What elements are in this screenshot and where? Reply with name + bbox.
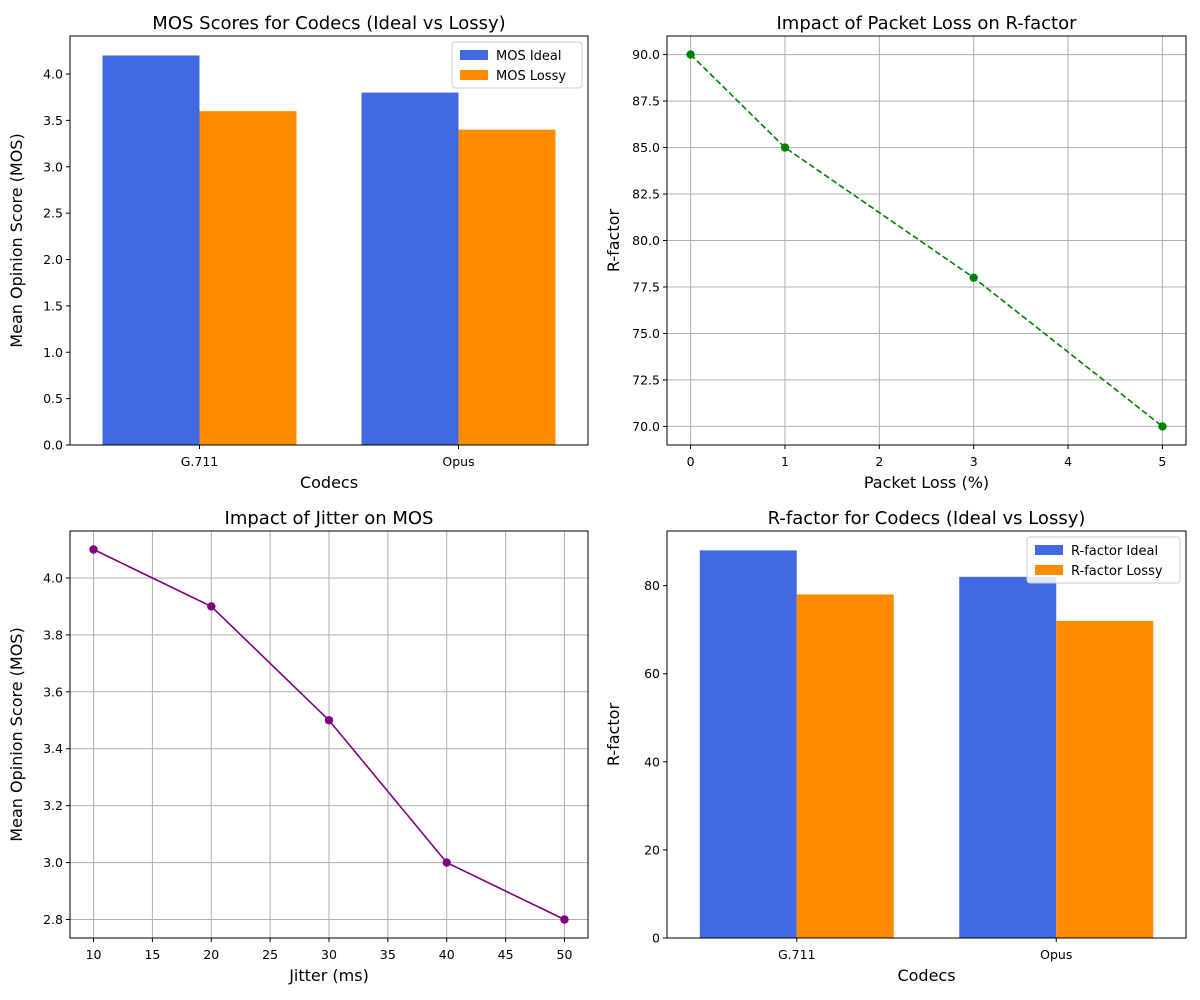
chart-title: Impact of Jitter on MOS (225, 508, 434, 529)
legend-entry: MOS Ideal (496, 49, 562, 64)
chart-panel-jitter: Impact of Jitter on MOS Jitter (ms) Mean O… (7, 508, 589, 985)
data-point (1158, 422, 1167, 431)
legend-frame (1026, 536, 1181, 584)
y-tick-label: 2.5 (43, 206, 63, 221)
x-tick-label: 35 (380, 947, 396, 962)
y-tick-label: 20 (644, 842, 660, 857)
y-tick-label: 0.0 (43, 438, 63, 453)
x-tick-label: 10 (86, 947, 102, 962)
y-tick-label: 3.4 (43, 741, 63, 756)
legend-swatch (460, 70, 488, 80)
x-axis-label: Codecs (897, 966, 955, 985)
data-point (442, 858, 451, 867)
x-axis-label: Jitter (ms) (288, 966, 369, 985)
series-line (690, 54, 1163, 428)
bar-r-factor-ideal-g-711 (699, 550, 797, 938)
y-tick-label: 90.0 (632, 47, 660, 62)
y-tick-label: 0 (652, 931, 660, 946)
y-axis-label: R-factor (604, 209, 623, 273)
x-axis-label: Codecs (300, 473, 358, 492)
legend-entry: MOS Lossy (496, 69, 566, 84)
y-tick-label: 85.0 (632, 140, 660, 155)
y-axis-label: Mean Opinion Score (MOS) (7, 133, 26, 347)
y-tick-label: 3.0 (43, 855, 63, 870)
bar-mos-ideal-opus (361, 92, 459, 445)
x-tick-label: 1 (781, 454, 789, 469)
x-tick-label: 30 (321, 947, 337, 962)
data-point (969, 273, 978, 282)
bar-r-factor-lossy-opus (1056, 620, 1154, 938)
legend-entry: R-factor Ideal (1071, 544, 1158, 559)
legend-swatch (1035, 545, 1063, 555)
y-tick-label: 87.5 (632, 94, 660, 109)
x-tick-label: Opus (442, 454, 474, 469)
x-tick-label: G.711 (778, 947, 816, 962)
y-tick-label: 70.0 (632, 419, 660, 434)
y-axis-label: R-factor (604, 703, 623, 767)
chart-title: Impact of Packet Loss on R-factor (776, 13, 1077, 34)
x-tick-label: 15 (144, 947, 160, 962)
x-tick-label: 25 (262, 947, 278, 962)
bar-mos-ideal-g-711 (102, 55, 200, 445)
data-point (89, 545, 98, 554)
bar-r-factor-ideal-opus (959, 576, 1057, 938)
legend-swatch (1035, 565, 1063, 575)
chart-panel-rfactor-codecs: R-factor for Codecs (Ideal vs Lossy) Code… (604, 508, 1187, 985)
x-tick-label: 40 (439, 947, 455, 962)
legend: MOS Ideal MOS Lossy (451, 41, 583, 89)
y-tick-label: 60 (644, 666, 660, 681)
y-tick-label: 3.2 (43, 798, 63, 813)
legend: R-factor Ideal R-factor Lossy (1026, 536, 1181, 584)
y-tick-label: 4.0 (43, 67, 63, 82)
chart-panel-packet-loss: Impact of Packet Loss on R-factor Packet … (604, 13, 1187, 492)
chart-title: R-factor for Codecs (Ideal vs Lossy) (768, 508, 1086, 529)
legend-entry: R-factor Lossy (1071, 564, 1163, 579)
y-tick-label: 1.0 (43, 345, 63, 360)
y-tick-label: 4.0 (43, 570, 63, 585)
data-point (207, 602, 216, 611)
data-point (324, 716, 334, 725)
x-tick-label: 4 (1064, 454, 1072, 469)
y-tick-label: 40 (644, 754, 660, 769)
y-tick-label: 3.0 (43, 159, 63, 174)
y-tick-label: 2.0 (43, 252, 63, 267)
x-tick-label: 5 (1158, 454, 1166, 469)
y-tick-label: 0.5 (43, 391, 63, 406)
y-axis-label: Mean Opinion Score (MOS) (7, 627, 26, 841)
y-tick-label: 3.6 (43, 684, 63, 699)
data-point (780, 143, 790, 152)
chart-title: MOS Scores for Codecs (Ideal vs Lossy) (152, 13, 505, 34)
bar-r-factor-lossy-g-711 (796, 594, 894, 938)
axes-frame (69, 35, 589, 446)
x-axis-label: Packet Loss (%) (864, 473, 989, 492)
y-tick-label: 72.5 (632, 372, 660, 387)
y-tick-label: 2.8 (43, 912, 63, 927)
x-tick-label: 45 (498, 947, 514, 962)
legend-swatch (460, 50, 488, 60)
axes-frame (666, 530, 1187, 939)
x-tick-label: 0 (687, 454, 695, 469)
axes-frame (69, 530, 589, 939)
y-tick-label: 75.0 (632, 326, 660, 341)
x-tick-label: 20 (203, 947, 219, 962)
bar-mos-lossy-opus (458, 129, 556, 445)
y-tick-label: 82.5 (632, 187, 660, 202)
y-tick-label: 77.5 (632, 279, 660, 294)
bar-mos-lossy-g-711 (199, 111, 297, 446)
x-tick-label: 50 (557, 947, 573, 962)
data-point (560, 915, 569, 924)
y-tick-label: 80 (644, 578, 660, 593)
x-tick-label: 2 (875, 454, 883, 469)
y-tick-label: 3.8 (43, 627, 63, 642)
y-tick-label: 3.5 (43, 113, 63, 128)
axes-frame (666, 35, 1187, 446)
x-tick-label: 3 (970, 454, 978, 469)
y-tick-label: 80.0 (632, 233, 660, 248)
chart-panel-mos-codecs: MOS Scores for Codecs (Ideal vs Lossy) Co… (7, 13, 589, 492)
x-tick-label: G.711 (181, 454, 219, 469)
y-tick-label: 1.5 (43, 298, 63, 313)
x-tick-label: Opus (1040, 947, 1072, 962)
data-point (686, 50, 695, 59)
